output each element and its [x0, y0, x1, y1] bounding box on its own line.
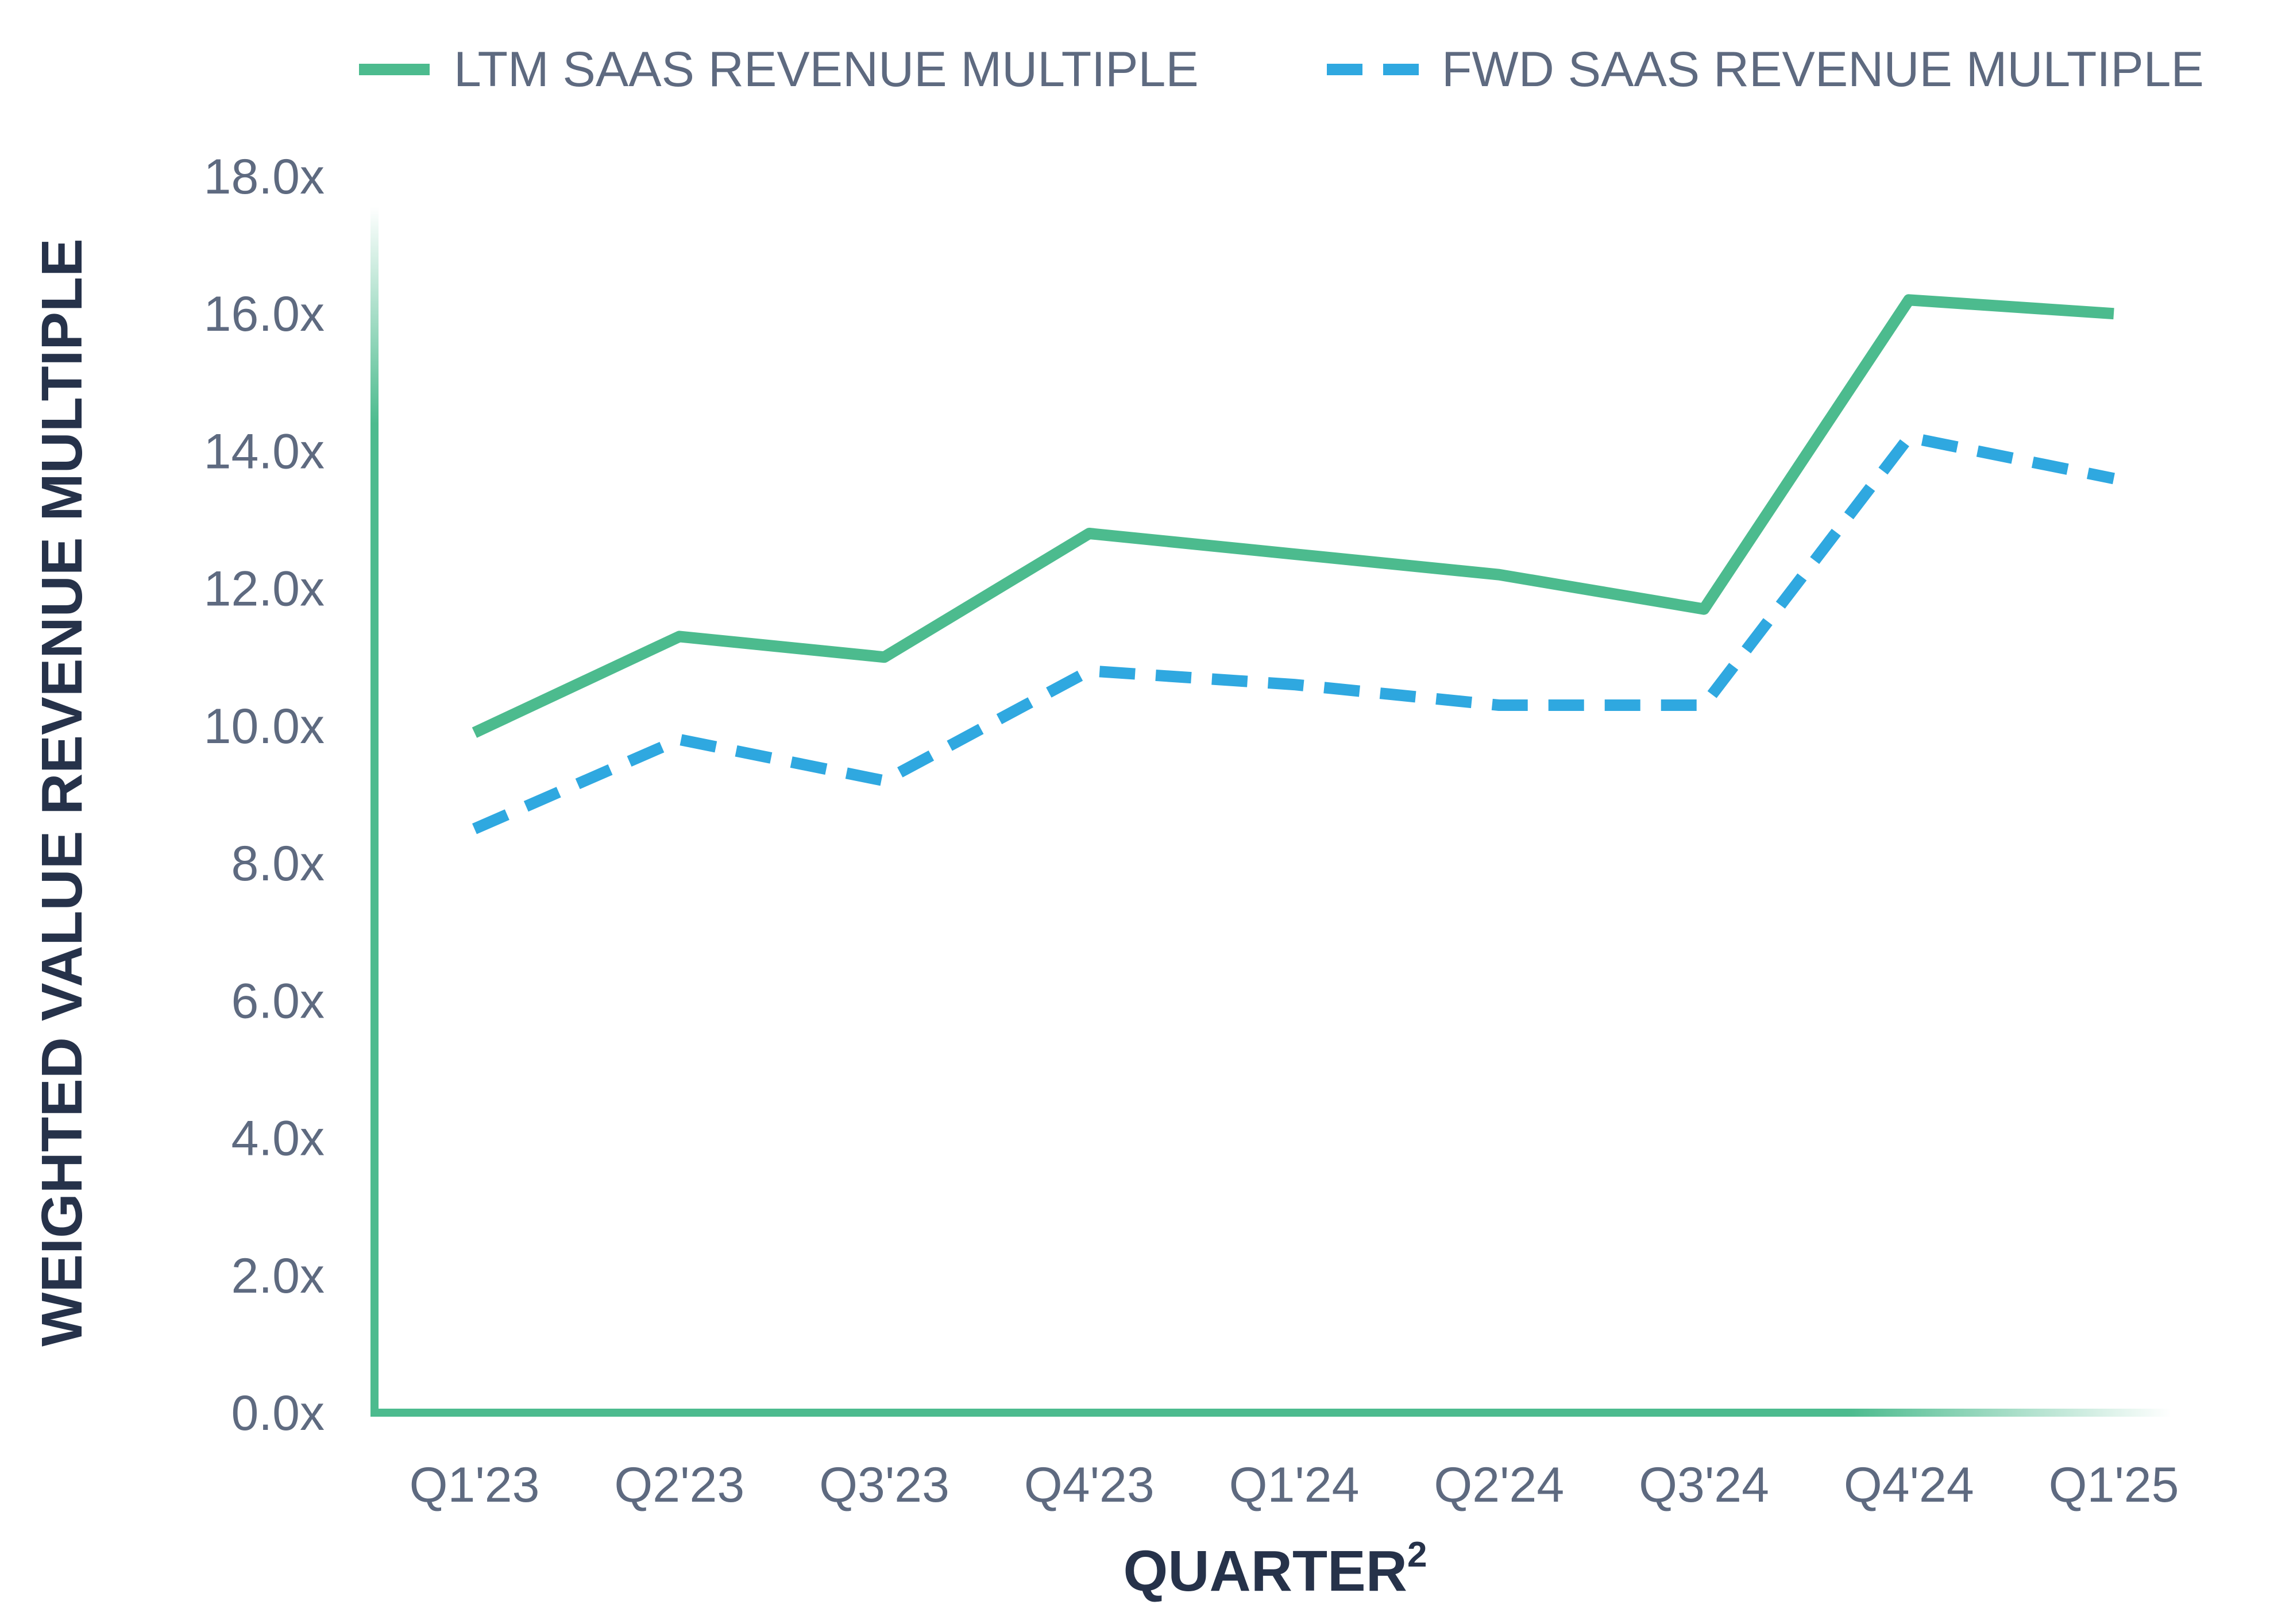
fwd-data-point	[2108, 473, 2120, 484]
y-tick-labels: 0.0x 2.0x 4.0x 6.0x 8.0x 10.0x 12.0x 14.0x 16.0x…	[204, 149, 325, 1441]
ltm-data-point	[1903, 294, 1914, 306]
fwd-data-point	[674, 734, 685, 745]
x-tick-label: Q2'23	[614, 1457, 744, 1513]
y-tick-label: 10.0x	[204, 699, 325, 754]
fwd-data-point	[1493, 699, 1505, 711]
x-tick-label: Q1'25	[2049, 1457, 2179, 1513]
fwd-data-point	[1083, 665, 1095, 676]
legend-label-ltm: LTM SAAS REVENUE MULTIPLE	[454, 42, 1199, 97]
ltm-data-point	[674, 631, 685, 642]
x-axis-title-superscript: 2	[1407, 1535, 1427, 1575]
x-tick-label: Q3'24	[1639, 1457, 1769, 1513]
y-tick-label: 2.0x	[231, 1248, 325, 1304]
y-tick-label: 0.0x	[231, 1386, 325, 1441]
x-tick-labels: Q1'23 Q2'23 Q3'23 Q4'23 Q1'24 Q2'24 Q3'24 Q4'24…	[410, 1457, 2179, 1513]
legend-item-fwd: FWD SAAS REVENUE MULTIPLE	[1327, 42, 2204, 97]
ltm-data-point	[1288, 548, 1300, 560]
y-tick-label: 18.0x	[204, 149, 325, 204]
ltm-data-point	[2108, 308, 2120, 319]
y-tick-label: 6.0x	[231, 973, 325, 1028]
fwd-data-point	[1288, 679, 1300, 690]
y-tick-label: 8.0x	[231, 836, 325, 891]
ltm-data-point	[1698, 604, 1710, 615]
x-tick-label: Q2'24	[1434, 1457, 1564, 1513]
legend-label-fwd: FWD SAAS REVENUE MULTIPLE	[1442, 42, 2204, 97]
x-tick-label: Q1'23	[410, 1457, 540, 1513]
x-tick-label: Q4'23	[1024, 1457, 1155, 1513]
legend-item-ltm: LTM SAAS REVENUE MULTIPLE	[359, 42, 1199, 97]
series-line-fwd	[472, 431, 2115, 834]
x-tick-label: Q1'24	[1229, 1457, 1360, 1513]
y-tick-label: 4.0x	[231, 1111, 325, 1166]
series-layer	[469, 294, 2120, 834]
x-axis-title-text: QUARTER	[1124, 1539, 1407, 1603]
y-tick-label: 16.0x	[204, 287, 325, 342]
x-tick-label: Q4'24	[1844, 1457, 1974, 1513]
fwd-data-point	[469, 823, 480, 834]
x-tick-label: Q3'23	[819, 1457, 949, 1513]
legend: LTM SAAS REVENUE MULTIPLE FWD SAAS REVEN…	[359, 42, 2204, 97]
fwd-data-point	[1698, 699, 1710, 711]
x-axis-title: QUARTER2	[1124, 1535, 1427, 1603]
ltm-data-point	[1493, 569, 1505, 581]
y-tick-label: 12.0x	[204, 562, 325, 617]
y-axis-title: WEIGHTED VALUE REVENUE MULTIPLE	[30, 238, 94, 1347]
fwd-data-point	[1903, 432, 1914, 443]
ltm-data-point	[879, 651, 890, 663]
ltm-data-point	[1083, 528, 1095, 539]
series-line-ltm	[472, 294, 2114, 738]
ltm-data-point	[469, 727, 480, 738]
y-tick-label: 14.0x	[204, 424, 325, 479]
fwd-data-point	[879, 775, 890, 787]
